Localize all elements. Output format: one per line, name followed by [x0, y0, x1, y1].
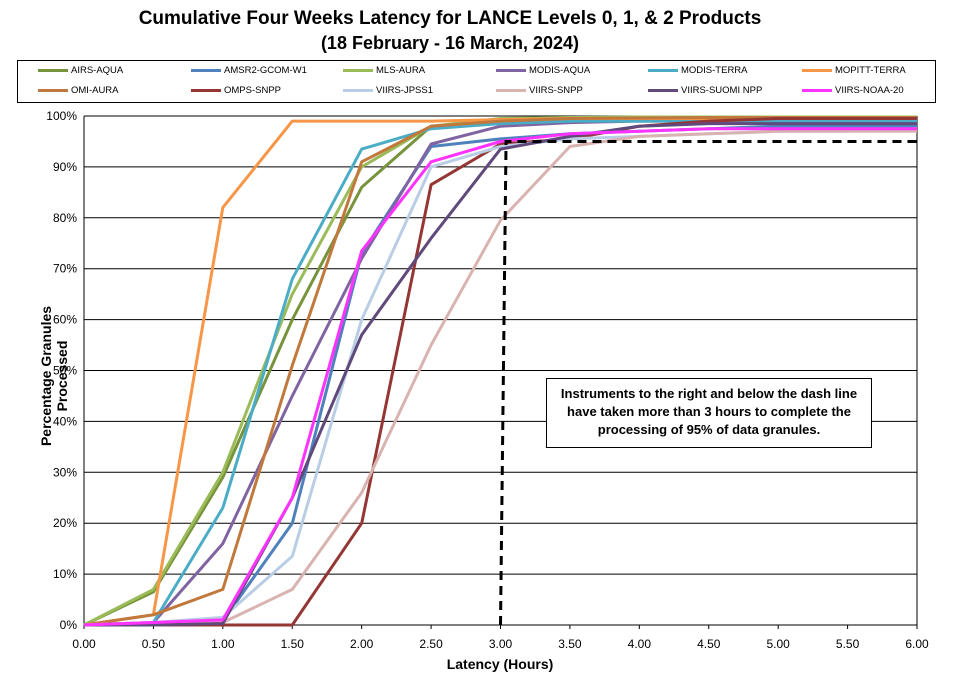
- legend-swatch: [343, 68, 373, 72]
- y-axis-label: Percentage Granules Processed: [38, 305, 70, 447]
- x-tick-label: 5.50: [836, 637, 860, 651]
- threshold-dashed-line: [499, 139, 917, 626]
- series-line-viirs-suomi-npp: [84, 122, 917, 627]
- x-tick-label: 3.50: [558, 637, 582, 651]
- legend-swatch: [648, 88, 678, 92]
- legend-item: MODIS-TERRA: [648, 65, 748, 76]
- legend-swatch: [802, 88, 832, 92]
- legend-item: MODIS-AQUA: [496, 65, 590, 76]
- annotation-text: Instruments to the right and below the d…: [560, 386, 858, 437]
- legend-swatch: [496, 68, 526, 72]
- x-tick-label: 1.00: [211, 637, 235, 651]
- series-line-amsr2-gcom-w1: [83, 124, 917, 627]
- y-tick-label: 100%: [46, 109, 77, 123]
- series-line-viirs-noaa-20: [83, 127, 917, 627]
- legend-item: VIIRS-SNPP: [496, 85, 583, 96]
- x-tick-label: 1.50: [281, 637, 305, 651]
- legend-label: OMI-AURA: [71, 85, 119, 96]
- x-tick-label: 0.50: [142, 637, 166, 651]
- y-tick-label: 50%: [53, 364, 77, 378]
- legend-swatch: [191, 68, 221, 72]
- x-axis-label: Latency (Hours): [446, 656, 554, 672]
- legend-label: OMPS-SNPP: [224, 85, 282, 96]
- legend-swatch: [802, 68, 832, 72]
- legend: AIRS-AQUA AMSR2-GCOM-W1 MLS-AURA MODIS-AQUA…: [17, 60, 936, 103]
- x-tick-label: 2.50: [419, 637, 443, 651]
- x-tick-label: 4.50: [697, 637, 721, 651]
- legend-label: MODIS-TERRA: [681, 65, 748, 76]
- x-tick-label: 6.00: [905, 637, 929, 651]
- legend-label: VIIRS-SNPP: [529, 85, 583, 96]
- chart-title: Cumulative Four Weeks Latency for LANCE …: [138, 8, 762, 29]
- annotation-box: Instruments to the right and below the d…: [546, 378, 872, 448]
- y-tick-label: 60%: [53, 313, 77, 327]
- series-line-viirs-jpss1: [83, 127, 918, 627]
- y-tick-label: 90%: [53, 160, 77, 174]
- legend-label: MOPITT-TERRA: [835, 65, 906, 76]
- y-tick-label: 80%: [53, 211, 77, 225]
- legend-item: VIIRS-SUOMI NPP: [648, 85, 762, 96]
- y-tick-label: 70%: [53, 262, 77, 276]
- legend-item: AIRS-AQUA: [38, 65, 123, 76]
- legend-swatch: [648, 68, 678, 72]
- legend-item: OMI-AURA: [38, 85, 119, 96]
- legend-label: AIRS-AQUA: [71, 65, 124, 76]
- legend-label: VIIRS-SUOMI NPP: [681, 85, 763, 96]
- legend-label: MODIS-AQUA: [529, 65, 591, 76]
- legend-item: MLS-AURA: [343, 65, 425, 76]
- x-tick-label: 2.00: [350, 637, 374, 651]
- x-tick-label: 4.00: [628, 637, 652, 651]
- y-tick-label: 10%: [53, 567, 77, 581]
- legend-item: MOPITT-TERRA: [802, 65, 906, 76]
- legend-label: VIIRS-NOAA-20: [835, 85, 904, 96]
- legend-swatch: [343, 88, 373, 92]
- legend-item: VIIRS-JPSS1: [343, 85, 433, 96]
- x-tick-label: 5.00: [766, 637, 790, 651]
- x-tick-label: 0.00: [72, 637, 96, 651]
- y-tick-label: 0%: [60, 618, 78, 632]
- legend-label: MLS-AURA: [376, 65, 426, 76]
- legend-item: OMPS-SNPP: [191, 85, 281, 96]
- legend-label: VIIRS-JPSS1: [376, 85, 434, 96]
- y-tick-label: 30%: [53, 465, 77, 479]
- legend-swatch: [38, 68, 68, 72]
- x-tick-label: 3.00: [489, 637, 513, 651]
- y-tick-label: 40%: [53, 414, 77, 428]
- legend-swatch: [496, 88, 526, 92]
- legend-swatch: [38, 88, 68, 92]
- legend-label: AMSR2-GCOM-W1: [224, 65, 307, 76]
- legend-item: VIIRS-NOAA-20: [802, 85, 904, 96]
- legend-swatch: [191, 88, 221, 92]
- chart-subtitle: (18 February - 16 March, 2024): [320, 33, 580, 53]
- legend-item: AMSR2-GCOM-W1: [191, 65, 307, 76]
- series-line-modis-terra: [83, 119, 917, 627]
- y-tick-label: 20%: [53, 516, 77, 530]
